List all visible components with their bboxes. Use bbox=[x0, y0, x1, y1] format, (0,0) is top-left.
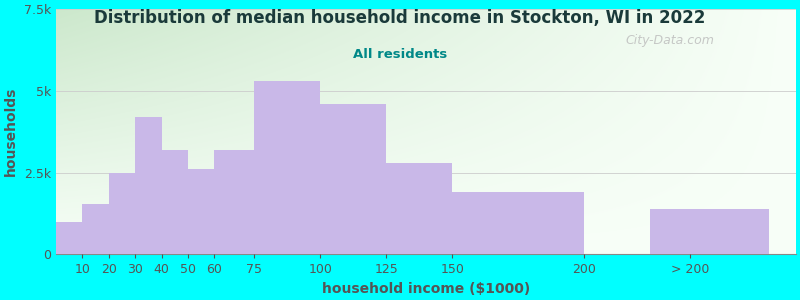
Bar bbox=[82, 204, 109, 254]
Bar bbox=[56, 222, 82, 254]
Text: Distribution of median household income in Stockton, WI in 2022: Distribution of median household income … bbox=[94, 9, 706, 27]
Bar bbox=[254, 81, 320, 254]
Bar bbox=[386, 163, 452, 254]
Text: City-Data.com: City-Data.com bbox=[626, 34, 714, 47]
Bar bbox=[320, 104, 386, 254]
Y-axis label: households: households bbox=[4, 87, 18, 176]
Bar bbox=[214, 150, 254, 254]
Bar bbox=[452, 192, 585, 254]
Bar bbox=[135, 117, 162, 254]
Bar bbox=[188, 169, 214, 254]
Bar bbox=[162, 150, 188, 254]
Bar bbox=[650, 208, 770, 254]
Bar bbox=[109, 172, 135, 254]
Text: All residents: All residents bbox=[353, 48, 447, 61]
X-axis label: household income ($1000): household income ($1000) bbox=[322, 282, 530, 296]
